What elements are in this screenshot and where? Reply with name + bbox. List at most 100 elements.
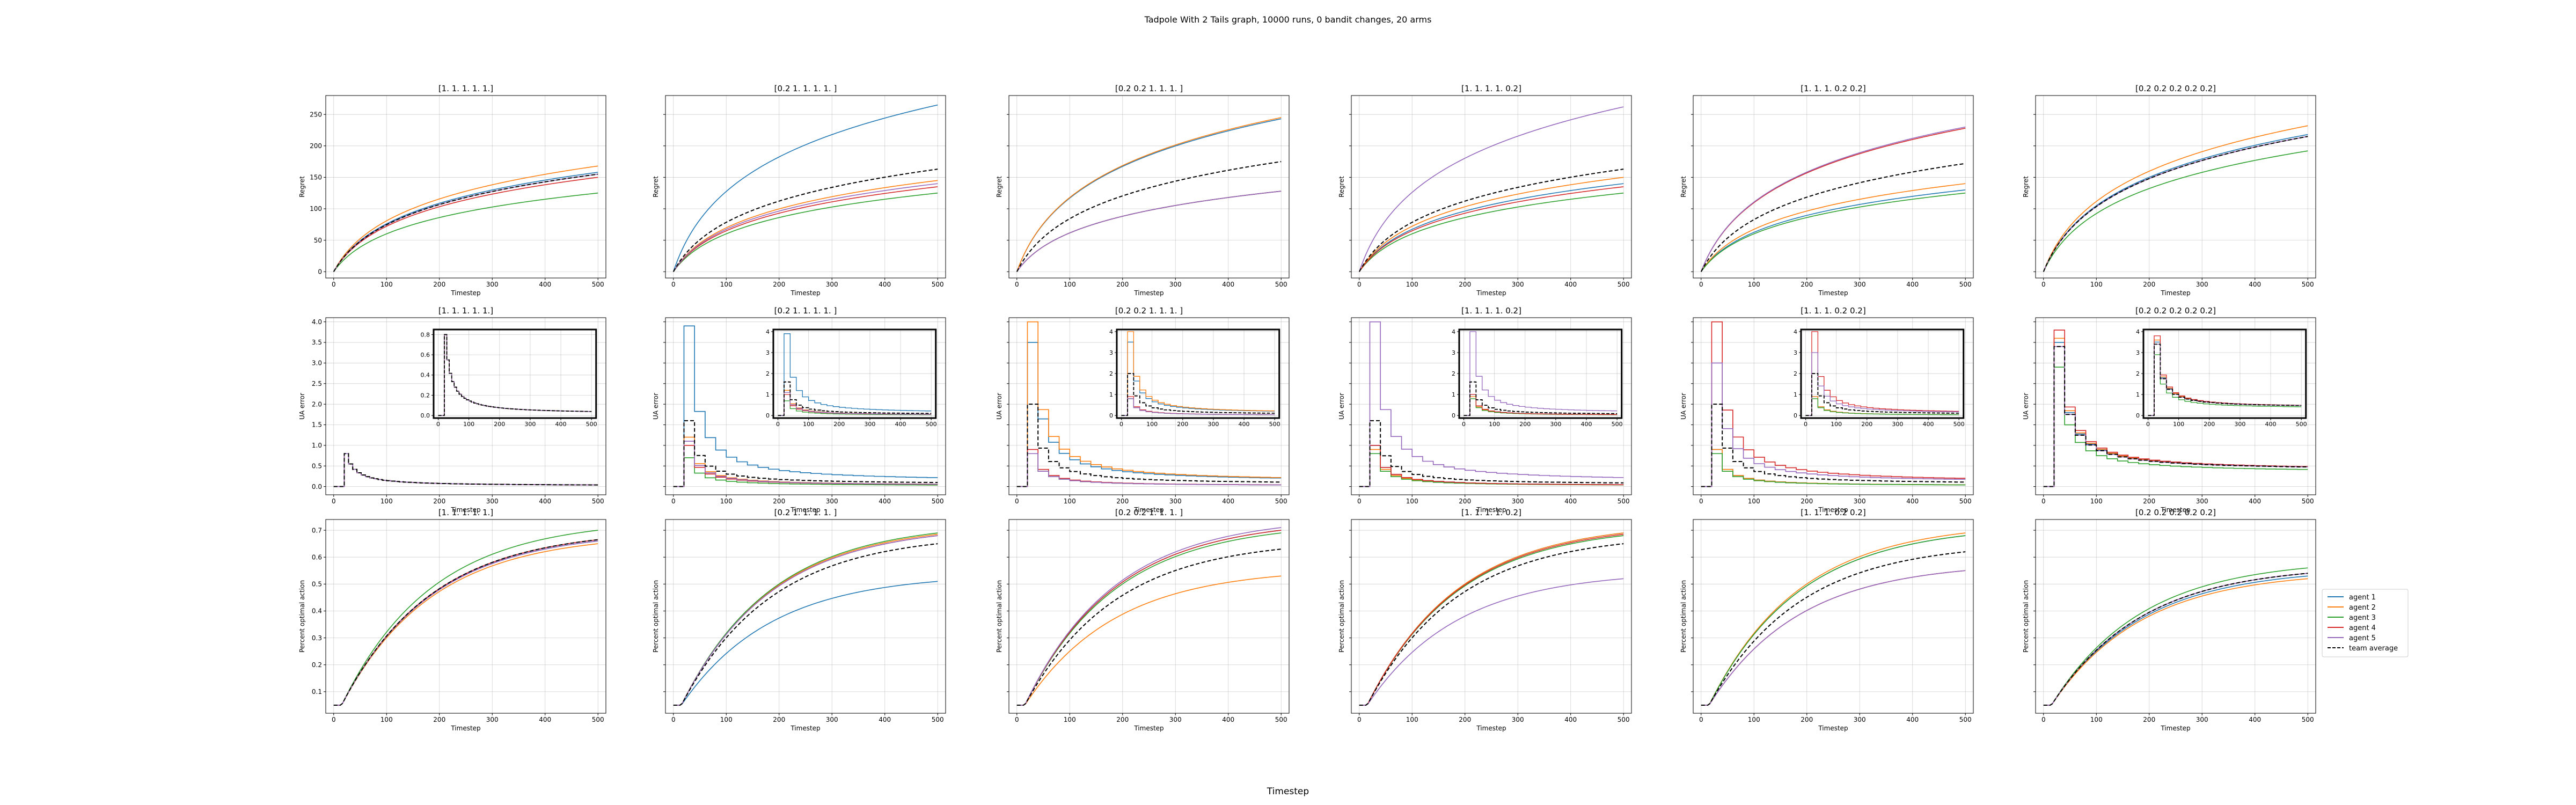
x-tick-label: 100	[463, 421, 474, 428]
subplot-title: [0.2 0.2 1. 1. 1. ]	[1115, 508, 1183, 517]
inset-series-line-team-average	[2148, 343, 2302, 416]
x-tick-label: 400	[1564, 716, 1577, 723]
subplot-title: [1. 1. 1. 1. 0.2]	[1461, 306, 1521, 316]
y-tick-label: 2	[1794, 370, 1797, 377]
y-tick-label: 0	[2136, 412, 2140, 419]
axes-frame	[1693, 95, 1974, 279]
series-line-team-average	[1701, 404, 1966, 487]
inset-series-line-team-average	[1121, 373, 1275, 416]
series-group	[1359, 532, 1624, 706]
x-tick-label: 200	[1861, 421, 1872, 428]
y-tick-label: 4	[1452, 328, 1455, 335]
x-tick-label: 400	[1222, 497, 1234, 505]
y-tick-label: 2	[1452, 370, 1455, 377]
series-line-agent-3	[1701, 192, 1966, 272]
x-tick-label: 200	[773, 497, 785, 505]
y-tick-label: 1	[1794, 391, 1797, 398]
plot-area	[665, 96, 946, 278]
x-tick-label: 0	[332, 497, 336, 505]
y-axis-label: UA error	[1338, 393, 1345, 420]
x-tick-label: 500	[1269, 421, 1280, 428]
x-tick-label: 500	[592, 281, 604, 288]
legend-frame	[2322, 589, 2409, 657]
series-group	[1701, 532, 1966, 706]
x-tick-label: 0	[332, 281, 336, 288]
x-tick-label: 500	[2302, 497, 2314, 505]
series-line-team-average	[333, 453, 598, 487]
y-tick-label: 50	[314, 237, 322, 244]
series-line-agent-4	[1016, 530, 1282, 706]
x-tick-label: 100	[1146, 421, 1158, 428]
inset-series-group	[1463, 331, 1618, 416]
subplot-title: [0.2 0.2 0.2 0.2 0.2]	[2135, 84, 2216, 93]
inset-frame	[2142, 328, 2307, 419]
y-tick-label: 4	[766, 328, 770, 335]
y-tick-label: 0	[318, 268, 322, 275]
series-line-agent-2	[1359, 177, 1624, 272]
x-tick-label: 0	[1462, 421, 1466, 428]
axes-frame	[1008, 519, 1290, 714]
plot-area	[1009, 519, 1289, 713]
x-tick-label: 0	[776, 421, 780, 428]
inset-series-group	[1121, 331, 1275, 416]
y-tick-label: 0	[1794, 412, 1797, 419]
x-tick-label: 400	[1906, 497, 1919, 505]
y-tick-label: 1.0	[312, 442, 322, 449]
series-line-agent-3	[673, 532, 938, 706]
x-tick-label: 500	[592, 497, 604, 505]
series-line-agent-5	[1016, 527, 1282, 706]
inset-series-line-agent-3	[778, 400, 932, 416]
y-tick-label: 1	[1109, 391, 1113, 398]
subplot-title: [0.2 0.2 1. 1. 1. ]	[1115, 306, 1183, 316]
x-axis-label: Timestep	[1476, 506, 1506, 514]
x-tick-label: 200	[494, 421, 505, 428]
series-line-agent-1	[1359, 183, 1624, 272]
axes-frame	[1351, 95, 1632, 279]
subplot-title: [1. 1. 1. 1. 1.]	[438, 84, 493, 93]
legend-label: agent 3	[2349, 614, 2376, 622]
subplot-r1-c4: 0 100 200 300 400 500 [1. 1. 1. 1. 0.2] Timeste…	[1338, 84, 1632, 297]
series-line-agent-1	[1701, 189, 1966, 272]
x-tick-label: 400	[539, 281, 551, 288]
y-axis-label: UA error	[1680, 393, 1687, 420]
inset-axes: 0 100 200 300 400 500 0 1 2 3 4	[766, 328, 937, 428]
y-tick-label: 0.8	[420, 331, 430, 338]
x-tick-label: 500	[1275, 716, 1287, 723]
x-tick-label: 400	[2249, 497, 2261, 505]
x-tick-label: 400	[1564, 497, 1577, 505]
x-tick-label: 500	[1618, 281, 1630, 288]
subplot-r1-c3: 0 100 200 300 400 500 [0.2 0.2 1. 1. 1. ] Times…	[996, 84, 1290, 297]
legend-label: agent 5	[2349, 634, 2376, 642]
y-tick-label: 3.0	[312, 360, 322, 367]
legend: agent 1 agent 2 agent 3 agent 4 agent 5 team …	[2322, 589, 2409, 657]
x-tick-label: 400	[1906, 281, 1919, 288]
subplot-r1-c2: 0 100 200 300 400 500 [0.2 1. 1. 1. 1. ] Timest…	[652, 84, 946, 297]
series-line-agent-5	[333, 540, 598, 706]
plot-area	[773, 330, 936, 418]
x-tick-label: 300	[826, 281, 838, 288]
x-tick-label: 0	[436, 421, 440, 428]
x-tick-label: 500	[926, 421, 937, 428]
series-group	[1016, 117, 1282, 272]
subplot-r2-c1: 0 100 200 300 400 500 0.0 0.5 1.0 1.5 2.0 2.5 3.0 3.5…	[298, 306, 606, 514]
x-tick-label: 300	[1512, 281, 1524, 288]
y-tick-label: 0.2	[420, 392, 430, 399]
x-tick-label: 300	[1512, 716, 1524, 723]
y-tick-label: 250	[310, 111, 322, 118]
series-line-agent-2	[1701, 532, 1966, 706]
x-tick-label: 300	[486, 716, 499, 723]
subplot-title: [1. 1. 1. 0.2 0.2]	[1801, 508, 1865, 517]
series-group	[1016, 321, 1282, 487]
x-tick-label: 200	[2204, 421, 2215, 428]
subplot-title: [0.2 0.2 1. 1. 1. ]	[1115, 84, 1183, 93]
subplot-r2-c6: 0 100 200 300 400 500[0.2 0.2 0.2 0.2 0.2]Tim…	[2022, 306, 2316, 514]
legend-label: agent 1	[2349, 594, 2376, 602]
y-axis-label: Percent optimal action	[1680, 580, 1687, 653]
x-axis-label: Timestep	[1133, 289, 1163, 297]
plot-area	[1116, 330, 1279, 418]
axes-frame	[665, 95, 946, 279]
inset-frame	[772, 328, 937, 419]
y-axis-label: Regret	[1680, 176, 1687, 197]
series-line-agent-5	[673, 183, 938, 272]
y-tick-label: 0.0	[312, 483, 322, 491]
